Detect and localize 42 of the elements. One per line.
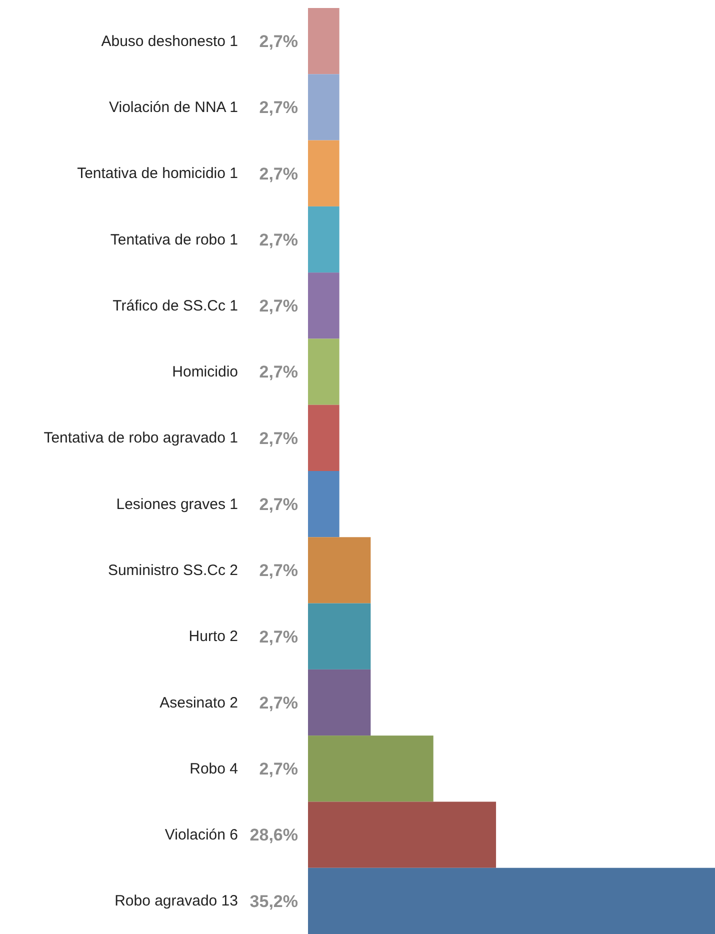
bar xyxy=(308,206,340,273)
text: 2,7% xyxy=(259,230,298,250)
y-tick-label: Tentativa de robo agravado 1 xyxy=(44,430,238,447)
text: 2,7% xyxy=(259,164,298,184)
text: 2,7% xyxy=(259,362,298,382)
bar xyxy=(308,802,496,868)
y-tick-label: Tentativa de homicidio 1 xyxy=(77,165,238,182)
y-tick-label: Tentativa de robo 1 xyxy=(110,231,238,248)
text: 2,7% xyxy=(259,561,298,580)
bar xyxy=(308,537,371,604)
text: 35,2% xyxy=(250,892,298,911)
y-tick-label: Tráfico de SS.Cc 1 xyxy=(112,297,238,314)
y-tick-label: Robo agravado 13 xyxy=(114,892,238,910)
y-tick-label: Violación 6 xyxy=(164,826,238,844)
text: 2,7% xyxy=(259,32,298,52)
text: 28,6% xyxy=(250,826,298,845)
text: 2,7% xyxy=(259,693,298,712)
text: 2,7% xyxy=(259,495,298,514)
bar xyxy=(308,74,340,140)
y-tick-label: Robo 4 xyxy=(190,760,238,778)
y-tick-label: Asesinato 2 xyxy=(160,694,238,712)
bar xyxy=(308,272,340,339)
y-tick-label: Hurto 2 xyxy=(188,628,238,646)
text: 2,7% xyxy=(259,627,298,646)
bar xyxy=(308,868,715,934)
bar xyxy=(308,669,371,736)
bar xyxy=(308,736,434,802)
text: 2,7% xyxy=(259,98,298,118)
bar xyxy=(308,338,340,405)
y-tick-label: Abuso deshonesto 1 xyxy=(101,32,238,50)
bar xyxy=(308,404,340,471)
bar xyxy=(308,471,340,538)
text: 2,7% xyxy=(259,760,298,779)
text: 2,7% xyxy=(259,428,298,448)
bar xyxy=(308,603,371,670)
y-tick-label: Violación de NNA 1 xyxy=(109,99,238,116)
y-tick-label: Lesiones graves 1 xyxy=(116,496,238,513)
bar xyxy=(308,8,340,74)
bar xyxy=(308,140,340,206)
text: 2,7% xyxy=(259,296,298,316)
y-tick-label: Homicidio xyxy=(172,364,238,381)
y-tick-label: Suministro SS.Cc 2 xyxy=(108,562,238,580)
